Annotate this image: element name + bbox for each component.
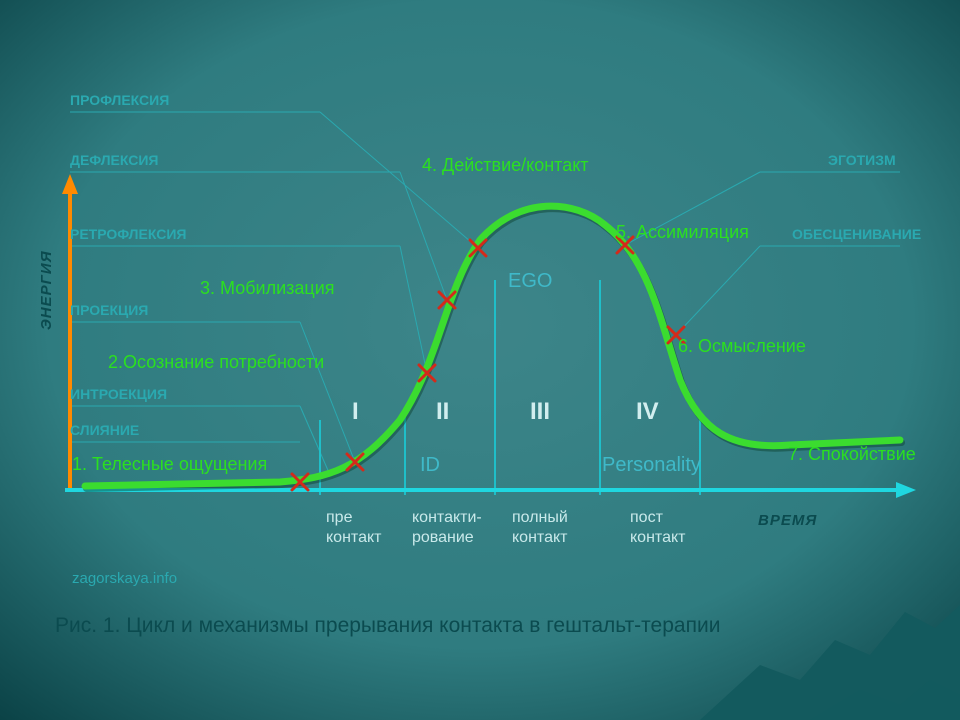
phase-name-2: полныйконтакт [512, 508, 568, 548]
defense-label-right-1: ОБЕСЦЕНИВАНИЕ [792, 226, 921, 242]
phase-name-0: преконтакт [326, 508, 381, 548]
stage-label-4: 5. Ассимиляция [616, 222, 749, 243]
stage-label-1: 2.Осознание потребности [108, 352, 324, 373]
defense-label-left-0: ПРОФЛЕКСИЯ [70, 92, 169, 108]
stage-label-3: 4. Действие/контакт [422, 155, 589, 176]
stage-label-6: 7. Спокойствие [788, 444, 916, 465]
defense-label-right-0: ЭГОТИЗМ [828, 152, 896, 168]
phase-name-1: контакти-рование [412, 508, 482, 548]
y-axis-label: ЭНЕРГИЯ [38, 250, 55, 330]
phase-roman-3: IV [636, 398, 659, 426]
defense-label-left-3: ПРОЕКЦИЯ [70, 302, 148, 318]
defense-label-left-1: ДЕФЛЕКСИЯ [70, 152, 158, 168]
ego-label-1: ID [420, 454, 440, 477]
ego-label-2: Personality [602, 454, 701, 477]
phase-roman-2: III [530, 398, 550, 426]
diagram-root: ПРОФЛЕКСИЯ ДЕФЛЕКСИЯ РЕТРОФЛЕКСИЯ ПРОЕКЦИЯ И… [0, 0, 960, 720]
phase-name-3: постконтакт [630, 508, 685, 548]
phase-roman-1: II [436, 398, 449, 426]
figure-caption: Рис. 1. Цикл и механизмы прерывания конт… [55, 614, 720, 638]
labels-layer: ПРОФЛЕКСИЯ ДЕФЛЕКСИЯ РЕТРОФЛЕКСИЯ ПРОЕКЦИЯ И… [0, 0, 960, 720]
x-axis-label: ВРЕМЯ [758, 512, 817, 529]
credit-text: zagorskaya.info [72, 570, 177, 587]
defense-label-left-5: СЛИЯНИЕ [70, 422, 139, 438]
stage-label-5: 6. Осмысление [678, 336, 806, 357]
ego-label-0: EGO [508, 270, 552, 293]
phase-roman-0: I [352, 398, 359, 426]
stage-label-2: 3. Мобилизация [200, 278, 335, 299]
stage-label-0: 1. Телесные ощущения [72, 454, 267, 475]
defense-label-left-2: РЕТРОФЛЕКСИЯ [70, 226, 186, 242]
defense-label-left-4: ИНТРОЕКЦИЯ [70, 386, 167, 402]
